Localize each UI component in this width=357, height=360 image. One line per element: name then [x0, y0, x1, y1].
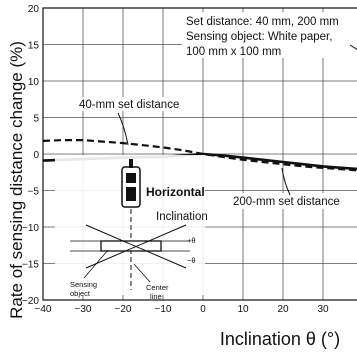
x-tick-label: 30: [317, 304, 329, 315]
y-axis-label: Rate of sensing distance change (%): [7, 41, 26, 319]
annotation-line-2: Sensing object: White paper,: [186, 31, 332, 43]
y-tick-label: −10: [22, 223, 39, 234]
inset-incline-line-minus: [85, 224, 187, 269]
y-tick-label: −20: [22, 296, 39, 307]
sensor-icon: [121, 159, 141, 208]
x-tick-label: −30: [75, 304, 92, 315]
annotation-box-bg: [182, 12, 357, 58]
inset-sensing-object-leader: [83, 249, 109, 279]
x-tick-label: 0: [200, 304, 206, 315]
label-40mm-bg: [76, 97, 192, 111]
plot-area: −40−30−20−10010203040 20151050−5−10−15−2…: [22, 4, 357, 315]
inset-sensing-object-1: Sensing: [70, 280, 97, 289]
x-tick-labels: −40−30−20−10010203040: [35, 304, 329, 315]
inset-center-line-2: line: [150, 292, 162, 301]
leader-40mm: [117, 112, 129, 146]
inset-minus-theta: −θ: [187, 256, 196, 265]
x-tick-label: −10: [155, 304, 172, 315]
y-tick-label: −15: [22, 260, 39, 271]
y-tick-label: −5: [28, 187, 40, 198]
y-tick-label: 15: [28, 41, 40, 52]
inset-center-line-leader: [133, 263, 151, 283]
x-tick-label: −20: [115, 304, 132, 315]
x-tick-label: 20: [277, 304, 289, 315]
y-tick-labels: 20 15 10 5 0 −5 −10 −15 −20: [22, 4, 39, 307]
inset-center-line-1: Center: [146, 283, 169, 292]
inset-sensing-object-2: object: [70, 289, 91, 298]
inset-inclination-label: Inclination: [156, 211, 208, 223]
x-tick-label: −40: [35, 304, 52, 315]
inset-diagram: Horizontal Inclination +θ −θ Sensing obj…: [55, 155, 208, 301]
label-200mm: 200-mm set distance: [233, 196, 340, 208]
y-tick-label: 0: [33, 150, 39, 161]
inset-plus-theta: +θ: [187, 236, 196, 245]
y-tick-label: 10: [28, 77, 40, 88]
y-tick-label: 5: [33, 114, 39, 125]
leader-200mm: [281, 167, 291, 196]
label-200mm-bg: [228, 193, 354, 209]
x-axis-label: Inclination θ (°): [220, 329, 340, 349]
annotation-line-3: 100 mm x 100 mm: [186, 46, 281, 58]
label-40mm: 40-mm set distance: [79, 99, 179, 111]
annotation-line-1: Set distance: 40 mm, 200 mm: [186, 16, 339, 28]
inset-object-horizontal: [100, 240, 162, 252]
y-tick-label: 20: [28, 4, 40, 15]
x-tick-label: 10: [237, 304, 249, 315]
plot-frame: [42, 7, 357, 301]
inset-horizontal-label: Horizontal: [146, 185, 205, 199]
